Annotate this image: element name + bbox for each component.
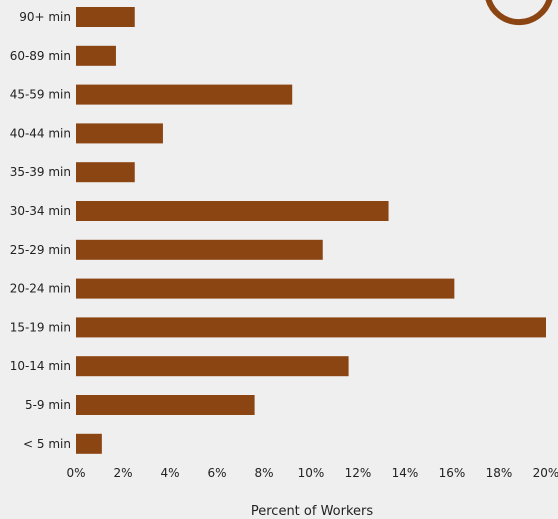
x-tick-label: 4% — [160, 466, 179, 480]
category-label: 35-39 min — [10, 165, 71, 179]
bar — [76, 317, 546, 338]
bar — [76, 239, 323, 260]
category-label: 20-24 min — [10, 282, 71, 296]
category-label: 25-29 min — [10, 243, 71, 257]
category-label: 5-9 min — [25, 398, 71, 412]
x-tick-label: 6% — [207, 466, 226, 480]
bar — [76, 395, 255, 415]
category-label: 45-59 min — [10, 88, 71, 102]
bar — [76, 278, 455, 299]
x-tick-label: 18% — [486, 466, 513, 480]
logo-ring-icon — [485, 0, 553, 26]
bar — [76, 356, 349, 377]
x-tick-label: 12% — [345, 466, 372, 480]
x-tick-label: 8% — [254, 466, 273, 480]
category-label: 30-34 min — [10, 204, 71, 218]
category-label: 40-44 min — [10, 126, 71, 140]
logo-ring-decoration — [485, 0, 553, 26]
x-tick-label: 2% — [113, 466, 132, 480]
category-labels: 90+ min 60-89 min 45-59 min 40-44 min 35-39 … — [10, 10, 71, 451]
x-tick-label: 16% — [439, 466, 466, 480]
bar — [76, 162, 135, 183]
category-label: < 5 min — [23, 437, 71, 451]
category-label: 10-14 min — [10, 359, 71, 373]
x-axis-ticks: 0% 2% 4% 6% 8% 10% 12% 14% 16% 18% 20% — [66, 466, 558, 480]
category-label: 60-89 min — [10, 49, 71, 63]
x-tick-label: 20% — [533, 466, 558, 480]
bars-group — [76, 7, 546, 454]
x-tick-label: 14% — [392, 466, 419, 480]
bar — [76, 123, 163, 144]
category-label: 90+ min — [19, 10, 71, 24]
bar — [76, 45, 116, 66]
x-axis-title: Percent of Workers — [251, 504, 374, 519]
bar — [76, 84, 293, 105]
x-tick-label: 10% — [298, 466, 325, 480]
category-label: 15-19 min — [10, 320, 71, 334]
bar — [76, 201, 389, 221]
bar — [76, 7, 135, 27]
bar — [76, 433, 102, 454]
x-tick-label: 0% — [66, 466, 85, 480]
